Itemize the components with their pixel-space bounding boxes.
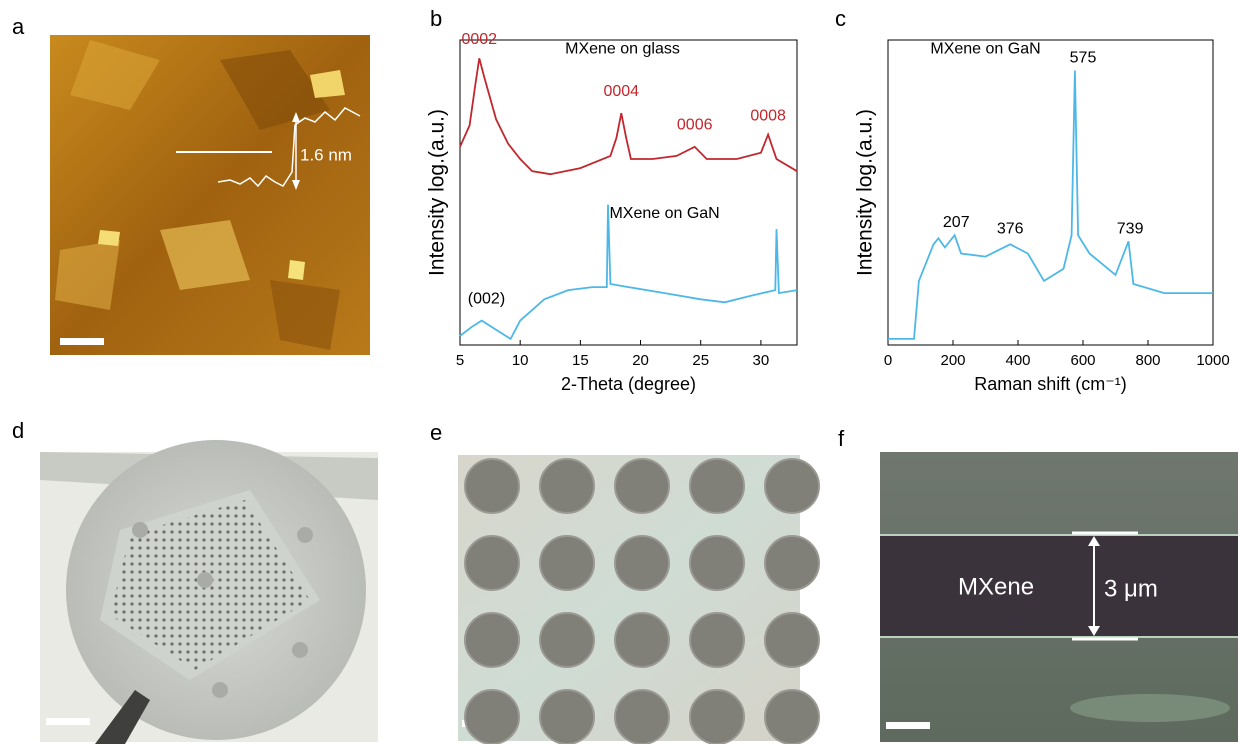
dot-array-photo (458, 455, 820, 744)
image-annotation: MXene (958, 573, 1034, 600)
x-tick-label: 1000 (1196, 352, 1229, 369)
plot-frame (887, 39, 1214, 346)
cross-section-photo (880, 452, 1238, 742)
annotation: 575 (1070, 50, 1097, 67)
panel-label: b (430, 6, 442, 31)
series-line (459, 58, 798, 176)
annotation: 0008 (750, 107, 786, 124)
annotation: 376 (997, 220, 1024, 237)
panel-label: c (835, 6, 846, 31)
x-tick-label: 20 (632, 352, 649, 369)
dot (464, 458, 520, 514)
image-annotation: 1.6 nm (300, 145, 352, 164)
y-axis-label: Intensity log.(a.u.) (426, 109, 449, 276)
panel-label: a (12, 14, 25, 39)
dot (764, 612, 820, 668)
series-line (888, 70, 1213, 340)
dot (764, 458, 820, 514)
panel-label: f (838, 426, 845, 451)
annotation: (002) (468, 290, 505, 307)
dot (689, 458, 745, 514)
series-line (459, 204, 798, 341)
x-tick-label: 15 (572, 352, 589, 369)
afm-image (50, 35, 370, 355)
dot (614, 612, 670, 668)
dot (614, 535, 670, 591)
panel-label: e (430, 420, 442, 445)
dot (539, 612, 595, 668)
x-tick-label: 800 (1135, 352, 1160, 369)
panel-label: d (12, 418, 24, 443)
annotation: MXene on GaN (930, 40, 1040, 57)
x-tick-label: 400 (1005, 352, 1030, 369)
dot (764, 689, 820, 744)
x-tick-label: 200 (940, 352, 965, 369)
dot (614, 689, 670, 744)
plot-frame (459, 39, 798, 346)
x-axis-label: 2-Theta (degree) (561, 374, 696, 394)
annotation: 0002 (461, 31, 497, 48)
dot (464, 612, 520, 668)
annotation: MXene on glass (565, 40, 680, 57)
annotation: 207 (943, 214, 970, 231)
y-axis-label: Intensity log.(a.u.) (854, 109, 877, 276)
dot (614, 458, 670, 514)
dot (689, 612, 745, 668)
x-tick-label: 600 (1070, 352, 1095, 369)
annotation: MXene on GaN (609, 205, 719, 222)
x-tick-label: 25 (692, 352, 709, 369)
dot (539, 689, 595, 744)
annotation: 739 (1117, 220, 1144, 237)
x-tick-label: 30 (753, 352, 770, 369)
dot (464, 689, 520, 744)
dot (764, 535, 820, 591)
wafer-photo (40, 440, 378, 744)
x-tick-label: 5 (456, 352, 464, 369)
x-tick-label: 0 (884, 352, 892, 369)
x-axis-label: Raman shift (cm⁻¹) (974, 374, 1127, 394)
annotation: 0006 (677, 117, 713, 134)
dot (689, 535, 745, 591)
annotation: 0004 (603, 83, 639, 100)
dot (464, 535, 520, 591)
dot (539, 535, 595, 591)
dot (539, 458, 595, 514)
image-annotation: 3 μm (1104, 575, 1158, 602)
x-tick-label: 10 (512, 352, 529, 369)
dot (689, 689, 745, 744)
